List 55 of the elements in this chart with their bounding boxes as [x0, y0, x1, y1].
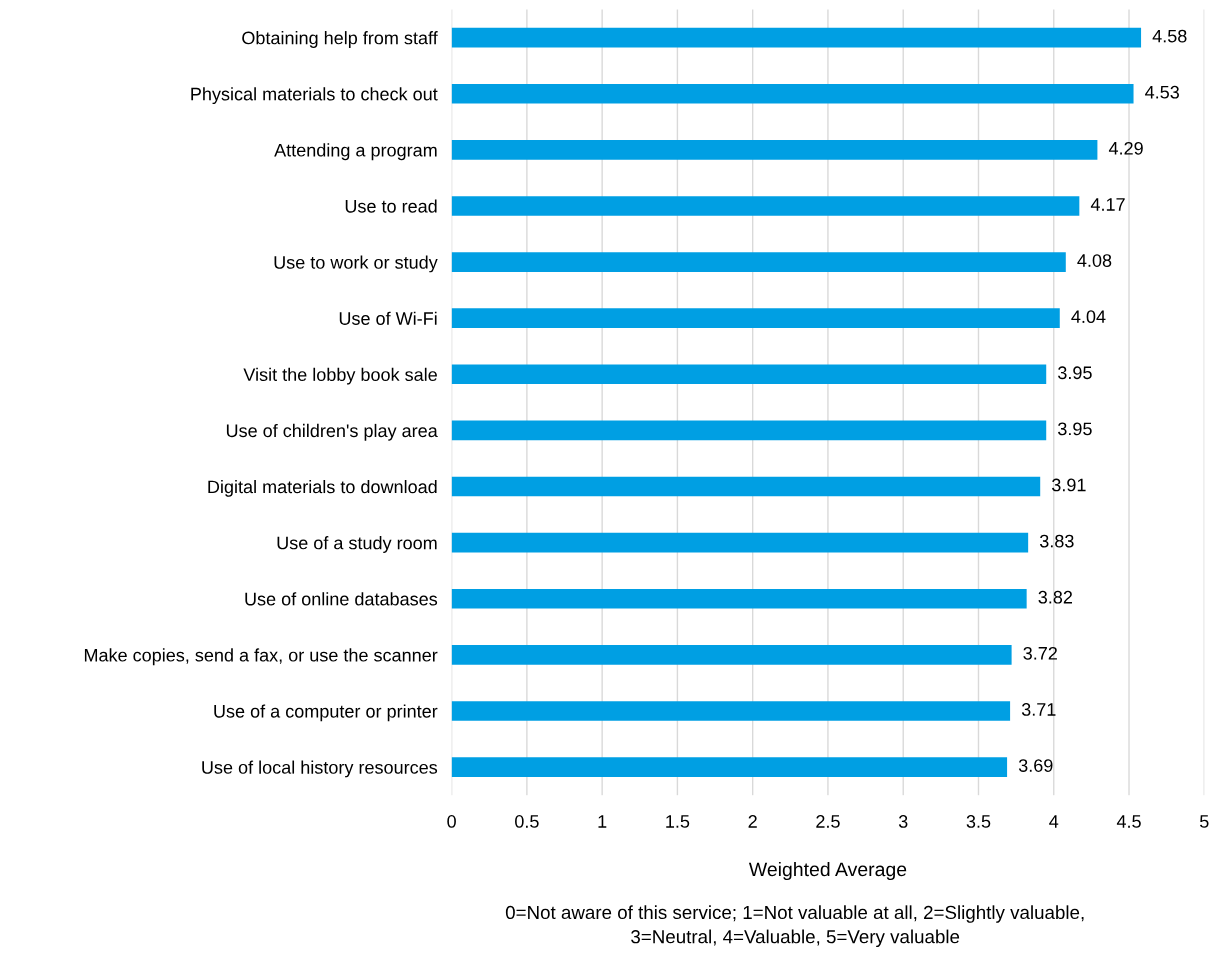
bar	[451, 420, 1047, 441]
x-tick-label: 3	[898, 815, 908, 828]
bar	[451, 588, 1027, 609]
data-label: 4.17	[1090, 198, 1125, 211]
x-tick-label: 1	[598, 815, 607, 828]
y-tick-label: Use of a study room	[277, 536, 437, 553]
bar	[451, 308, 1060, 329]
y-tick-label: Digital materials to download	[208, 479, 437, 497]
data-label: 3.83	[1039, 534, 1074, 548]
x-tick-label: 4.5	[1116, 815, 1141, 828]
bar	[451, 27, 1142, 48]
y-tick-label: Use of a computer or printer	[214, 704, 438, 722]
y-tick-label: Physical materials to check out	[191, 87, 438, 105]
bar	[451, 252, 1066, 272]
y-tick-label: Attending a program	[274, 143, 437, 161]
y-tick-label: Visit the lobby book sale	[243, 367, 437, 385]
x-tick-label: 1.5	[666, 815, 690, 828]
text: 0=Not aware of this service; 1=Not valuable at all, 2=Slightly valuable, 3=Neutral, 4=Valuable, 5=Very valuable	[505, 905, 1084, 948]
y-tick-label: Obtaining help from staff	[242, 31, 438, 48]
bar	[451, 364, 1047, 385]
x-tick-label: 4	[1049, 815, 1059, 828]
data-label: 3.69	[1018, 759, 1053, 772]
x-tick-label: 0.5	[515, 815, 539, 828]
y-tick-label: Use to read	[345, 199, 437, 213]
bar	[451, 701, 1011, 721]
data-label: 4.08	[1077, 254, 1112, 267]
bar	[451, 645, 1012, 665]
data-label: 4.29	[1108, 141, 1143, 155]
x-tick-label: 5	[1199, 815, 1209, 828]
data-label: 3.95	[1058, 366, 1092, 380]
data-label: 4.58	[1152, 29, 1187, 43]
y-tick-label: Use of children's play area	[226, 423, 438, 441]
data-label: 4.53	[1145, 85, 1179, 99]
data-label: 3.72	[1023, 646, 1057, 660]
y-tick-label: Make copies, send a fax, or use the scanner	[84, 648, 438, 666]
x-tick-label: 3.5	[966, 815, 991, 828]
bar	[451, 196, 1080, 216]
x-tick-label: 2	[748, 815, 757, 828]
bar	[451, 532, 1029, 553]
bar	[451, 476, 1041, 497]
data-label: 3.71	[1021, 703, 1056, 716]
data-label: 3.95	[1058, 422, 1092, 436]
y-tick-label: Use of Wi-Fi	[339, 311, 437, 325]
y-tick-label: Use of local history resources	[202, 760, 438, 778]
y-tick-label: Use of online databases	[245, 592, 438, 606]
data-label: 3.91	[1052, 478, 1086, 492]
bar	[451, 757, 1008, 777]
data-label: 3.82	[1038, 590, 1072, 604]
x-tick-label: 0	[447, 815, 456, 828]
x-tick-label: 2.5	[816, 815, 840, 828]
bar	[451, 83, 1134, 104]
data-label: 4.04	[1071, 310, 1106, 324]
x-axis-title: Weighted Average	[748, 861, 907, 881]
y-tick-label: Use to work or study	[274, 255, 438, 273]
bar	[451, 140, 1098, 160]
